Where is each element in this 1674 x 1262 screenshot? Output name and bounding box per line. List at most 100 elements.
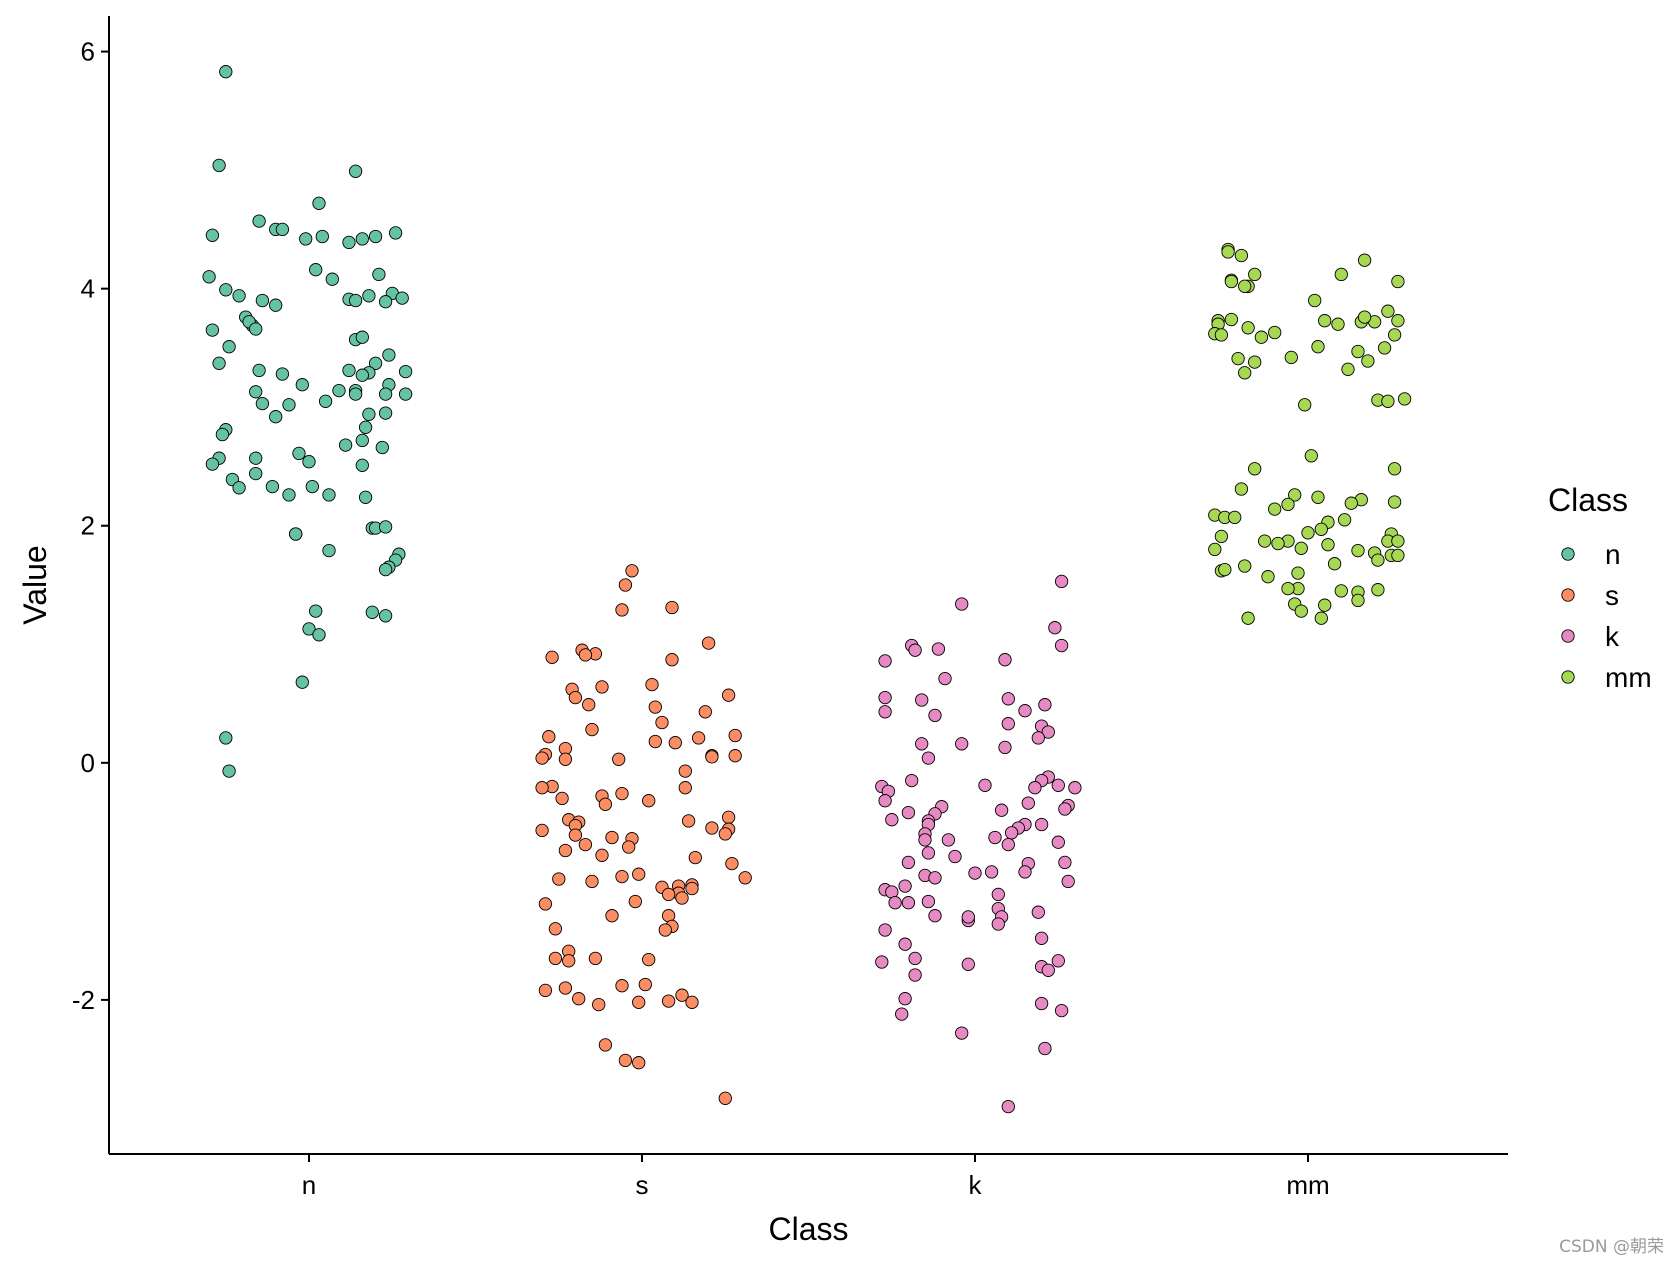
data-point	[888, 896, 902, 910]
data-point	[668, 736, 682, 750]
data-point	[388, 226, 403, 240]
legend-items: nsk mm	[1561, 539, 1652, 693]
data-point	[991, 917, 1005, 931]
data-point	[232, 481, 246, 495]
data-point	[348, 164, 363, 178]
data-point	[315, 229, 329, 244]
data-point	[681, 814, 696, 828]
data-point	[665, 600, 679, 615]
data-point	[1218, 562, 1232, 577]
data-point	[1357, 253, 1372, 267]
data-point	[725, 856, 739, 871]
data-point	[898, 879, 912, 893]
data-point	[615, 979, 629, 993]
data-point	[249, 466, 263, 481]
data-point	[1038, 1041, 1052, 1056]
data-point	[988, 830, 1002, 845]
data-point	[338, 438, 353, 452]
data-point	[342, 363, 356, 378]
data-point	[295, 675, 309, 689]
data-point	[535, 781, 549, 795]
legend-item-s: s	[1561, 580, 1619, 611]
series-n	[202, 65, 413, 778]
data-point	[1234, 482, 1249, 496]
data-point	[538, 897, 553, 911]
data-point	[1301, 526, 1315, 540]
data-point	[605, 909, 619, 923]
data-point	[1387, 462, 1402, 476]
data-point	[1341, 362, 1355, 376]
data-point	[598, 1038, 613, 1052]
points-layer	[202, 65, 1412, 1114]
y-tick-label: 6	[81, 37, 95, 67]
legend-label: s	[1605, 580, 1619, 611]
data-point	[355, 368, 369, 382]
data-point	[1054, 638, 1069, 653]
data-point	[348, 387, 363, 401]
data-point	[562, 954, 576, 968]
data-point	[1241, 321, 1255, 335]
data-point	[249, 385, 263, 399]
data-point	[675, 891, 689, 905]
data-point	[1344, 496, 1358, 510]
data-point	[358, 490, 373, 504]
watermark-text: CSDN @朝荣	[1559, 1237, 1664, 1257]
data-point	[358, 420, 373, 434]
data-point	[878, 923, 892, 937]
data-point	[698, 705, 712, 719]
data-point	[915, 693, 929, 707]
data-point	[908, 951, 922, 966]
data-point	[1028, 781, 1042, 795]
data-point	[1298, 398, 1312, 412]
series-k	[875, 574, 1082, 1114]
x-tick-label: mm	[1286, 1170, 1329, 1200]
data-point	[548, 922, 563, 936]
data-point	[378, 406, 393, 420]
data-point	[535, 751, 549, 765]
data-point	[885, 813, 899, 827]
data-point	[249, 322, 263, 336]
data-point	[961, 957, 975, 971]
data-point	[578, 648, 593, 662]
data-point	[222, 340, 236, 354]
data-point	[1041, 963, 1055, 977]
data-point	[545, 650, 559, 664]
data-point	[1048, 621, 1062, 635]
data-point	[378, 609, 393, 623]
data-point	[1321, 538, 1335, 552]
data-point	[255, 396, 270, 411]
data-point	[685, 881, 699, 896]
data-point	[1034, 996, 1049, 1011]
data-point	[1018, 865, 1032, 879]
data-point	[1018, 704, 1032, 718]
data-point	[1308, 293, 1322, 308]
data-point	[1051, 954, 1065, 968]
data-point	[355, 458, 369, 472]
x-axis-ticks: n s k mm	[302, 1154, 1330, 1200]
data-point	[1031, 731, 1045, 745]
data-point	[1001, 837, 1015, 852]
data-point	[1387, 495, 1402, 509]
data-point	[1224, 312, 1239, 327]
data-point	[648, 700, 662, 714]
data-point	[1371, 553, 1385, 567]
data-point	[661, 887, 676, 902]
data-point	[269, 298, 283, 312]
data-point	[1337, 513, 1352, 527]
data-point	[1331, 317, 1345, 331]
data-point	[398, 387, 413, 401]
data-point	[205, 228, 220, 242]
data-point	[685, 995, 699, 1009]
data-point	[928, 708, 942, 723]
data-point	[1314, 611, 1328, 625]
data-point	[968, 866, 982, 880]
data-point	[605, 830, 619, 845]
data-point	[215, 427, 230, 442]
data-point	[299, 232, 313, 246]
series-mm	[1208, 242, 1412, 625]
data-point	[1208, 542, 1222, 557]
data-point	[585, 874, 599, 889]
data-point	[548, 951, 563, 966]
data-point	[362, 289, 376, 303]
